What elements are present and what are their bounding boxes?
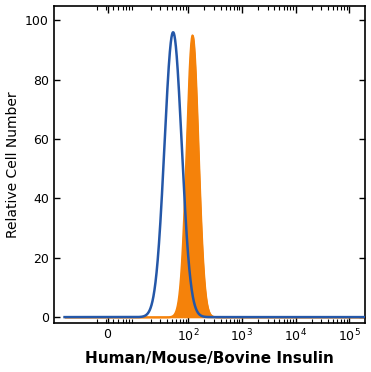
X-axis label: Human/Mouse/Bovine Insulin: Human/Mouse/Bovine Insulin xyxy=(85,352,334,366)
Y-axis label: Relative Cell Number: Relative Cell Number xyxy=(6,91,20,238)
